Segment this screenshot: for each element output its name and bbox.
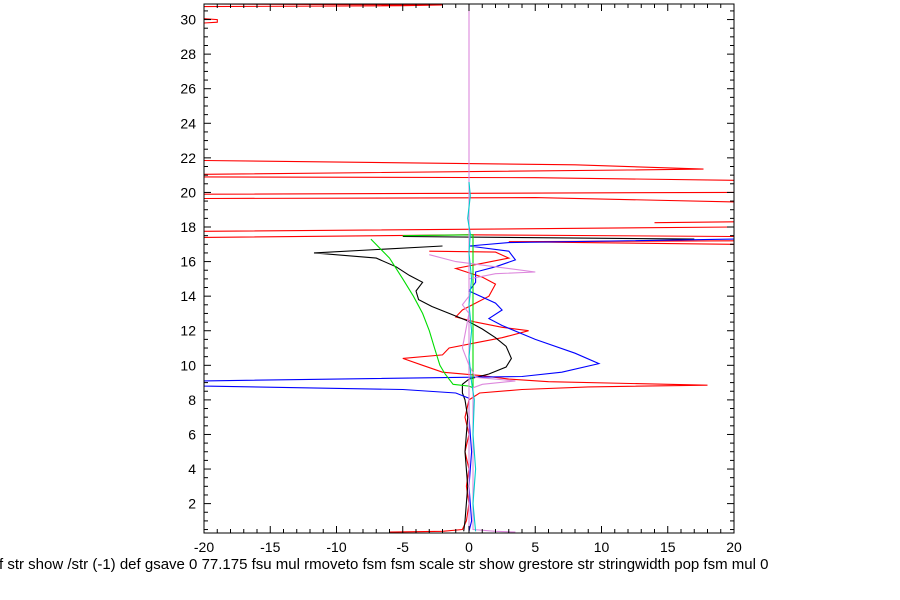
y-tick-label-2: 6 (188, 426, 196, 442)
y-tick-label-6: 14 (180, 288, 196, 304)
x-tick-label-7: 15 (660, 539, 676, 555)
x-tick-label-8: 20 (726, 539, 742, 555)
y-tick-label-12: 26 (180, 81, 196, 97)
y-tick-label-4: 10 (180, 357, 196, 373)
y-tick-label-10: 22 (180, 150, 196, 166)
x-tick-label-6: 10 (594, 539, 610, 555)
y-tick-label-3: 8 (188, 392, 196, 408)
x-tick-label-3: -5 (397, 539, 410, 555)
footer-text: f str show /str (-1) def gsave 0 77.175 … (0, 556, 768, 573)
y-tick-label-1: 4 (188, 461, 196, 477)
x-tick-label-5: 5 (531, 539, 539, 555)
y-tick-label-9: 20 (180, 184, 196, 200)
series-layer (204, 4, 734, 533)
y-tick-label-11: 24 (180, 115, 196, 131)
y-tick-label-13: 28 (180, 46, 196, 62)
y-tick-label-5: 12 (180, 323, 196, 339)
axis-layer: -20 -15 -10 -5 0 5 10 15 20246810121416182022242… (180, 4, 742, 555)
series-line-1 (313, 235, 695, 532)
y-tick-label-14: 30 (180, 12, 196, 28)
x-tick-label-1: -15 (260, 539, 280, 555)
x-tick-label-4: 0 (465, 539, 473, 555)
y-tick-label-8: 18 (180, 219, 196, 235)
series-line-4 (429, 4, 536, 533)
y-tick-label-0: 2 (188, 496, 196, 512)
x-tick-label-2: -10 (326, 539, 346, 555)
x-tick-label-0: -20 (194, 539, 214, 555)
series-line-5 (467, 182, 477, 532)
y-tick-label-7: 16 (180, 254, 196, 270)
